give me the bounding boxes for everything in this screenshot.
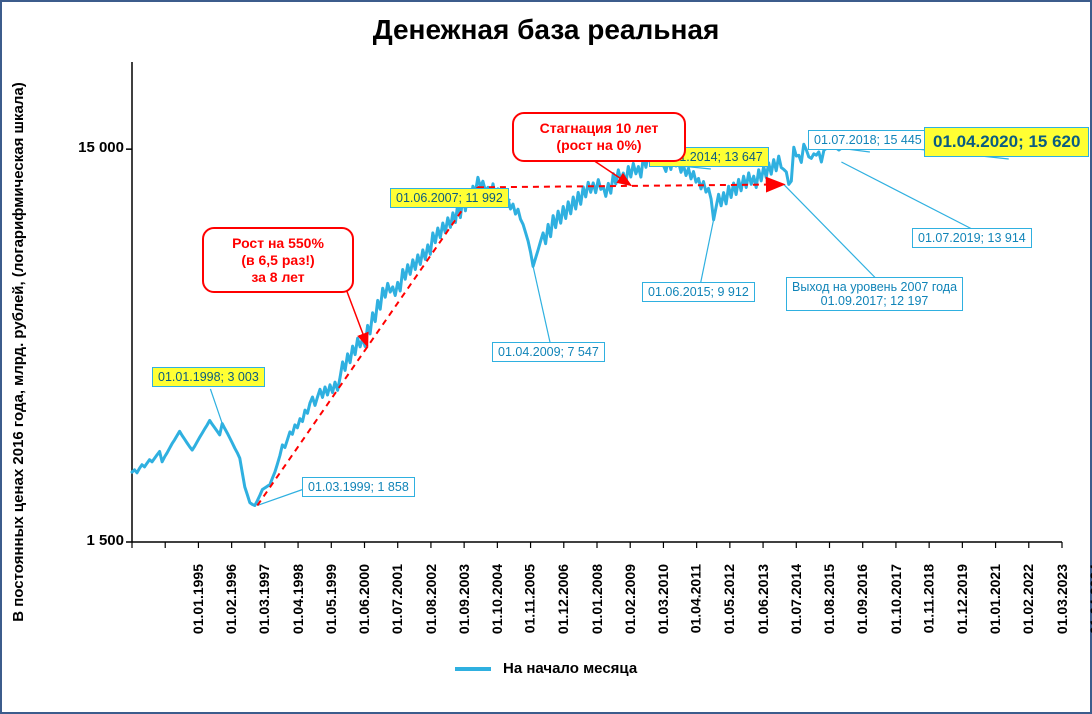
xtick-label: 01.02.1996 [223, 564, 239, 634]
xtick-label: 01.01.1995 [190, 564, 206, 634]
data-label: 01.04.2009; 7 547 [492, 342, 605, 362]
data-label: 01.03.1999; 1 858 [302, 477, 415, 497]
legend-swatch [455, 667, 491, 671]
xtick-label: 01.11.2005 [521, 564, 537, 633]
xtick-label: 01.12.2019 [954, 564, 970, 634]
xtick-label: 01.12.2006 [555, 564, 571, 634]
xtick-label: 01.03.2010 [655, 564, 671, 634]
data-label: 01.07.2019; 13 914 [912, 228, 1032, 248]
ytick-label: 1 500 [64, 532, 124, 549]
xtick-label: 01.11.2018 [920, 564, 936, 633]
xtick-label: 01.10.2017 [888, 564, 904, 634]
xtick-label: 01.03.2023 [1054, 564, 1070, 634]
data-label: Выход на уровень 2007 года01.09.2017; 12… [786, 277, 963, 311]
xtick-label: 01.01.2021 [987, 564, 1003, 634]
xtick-label: 01.01.2008 [589, 564, 605, 634]
xtick-label: 01.05.2012 [722, 564, 738, 634]
legend-label: На начало месяца [503, 660, 637, 677]
xtick-label: 01.02.2022 [1020, 564, 1036, 634]
data-label: 01.06.2015; 9 912 [642, 282, 755, 302]
xtick-label: 01.06.2000 [356, 564, 372, 634]
xtick-label: 01.04.1998 [290, 564, 306, 634]
xtick-label: 01.10.2004 [489, 564, 505, 634]
callout-growth: Рост на 550%(в 6,5 раз!)за 8 лет [202, 227, 354, 293]
xtick-label: 01.05.1999 [323, 564, 339, 634]
xtick-label: 01.03.1997 [257, 564, 273, 634]
xtick-label: 01.07.2014 [788, 564, 804, 634]
xtick-label: 01.07.2001 [389, 564, 405, 634]
xtick-label: 01.06.2013 [755, 564, 771, 634]
data-label: 01.01.1998; 3 003 [152, 367, 265, 387]
data-label: 01.04.2020; 15 620 [924, 127, 1089, 157]
legend: На начало месяца [2, 660, 1090, 677]
xtick-label: 01.09.2003 [456, 564, 472, 634]
data-label: 01.06.2007; 11 992 [390, 188, 509, 208]
xtick-label: 01.09.2016 [854, 564, 870, 634]
callout-stagnation: Стагнация 10 лет(рост на 0%) [512, 112, 686, 162]
ytick-label: 15 000 [64, 139, 124, 156]
xtick-label: 01.04.2024 [1087, 564, 1092, 634]
leader-lines [210, 142, 1008, 505]
chart-frame: Денежная база реальная В постоянных цена… [0, 0, 1092, 714]
xtick-label: 01.08.2002 [423, 564, 439, 634]
xtick-label: 01.08.2015 [821, 564, 837, 634]
xtick-label: 01.04.2011 [688, 564, 704, 633]
xtick-label: 01.02.2009 [622, 564, 638, 634]
data-label: 01.07.2018; 15 445 [808, 130, 928, 150]
